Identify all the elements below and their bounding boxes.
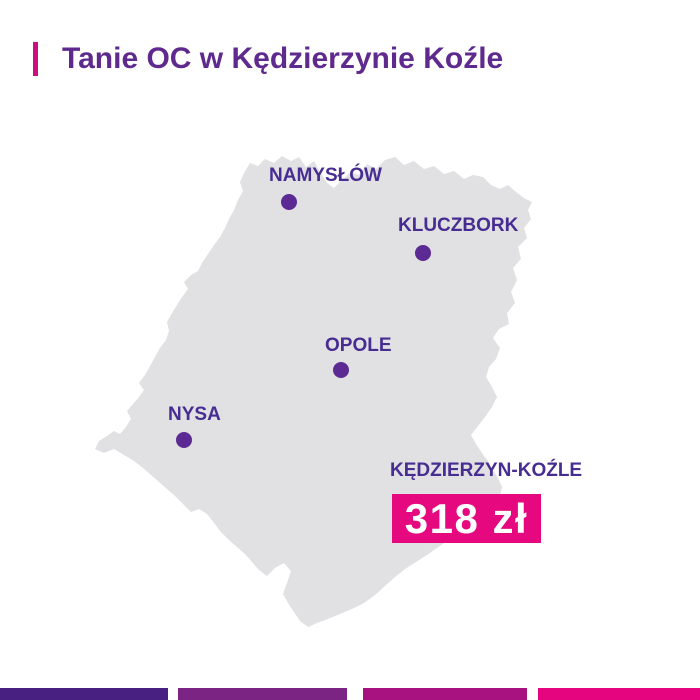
city-label-opole: OPOLE <box>325 335 392 356</box>
price-badge: 318 zł <box>392 494 541 543</box>
city-dot-opole <box>333 362 349 378</box>
city-label-namyslow: NAMYSŁÓW <box>269 165 382 186</box>
city-label-kluczbork: KLUCZBORK <box>398 215 519 236</box>
city-dot-namyslow <box>281 194 297 210</box>
footer-bar-2 <box>178 688 347 700</box>
city-dot-kluczbork <box>415 245 431 261</box>
title-accent-bar <box>33 42 38 76</box>
footer-bar-4 <box>538 688 700 700</box>
callout-city-label: KĘDZIERZYN-KOŹLE <box>390 460 583 481</box>
price-badge-value: 318 zł <box>404 494 529 542</box>
city-dot-nysa <box>176 432 192 448</box>
city-label-nysa: NYSA <box>168 404 221 425</box>
footer-bar-3 <box>363 688 527 700</box>
page-title: Tanie OC w Kędzierzynie Koźle <box>62 42 504 75</box>
footer-bar-1 <box>0 688 168 700</box>
